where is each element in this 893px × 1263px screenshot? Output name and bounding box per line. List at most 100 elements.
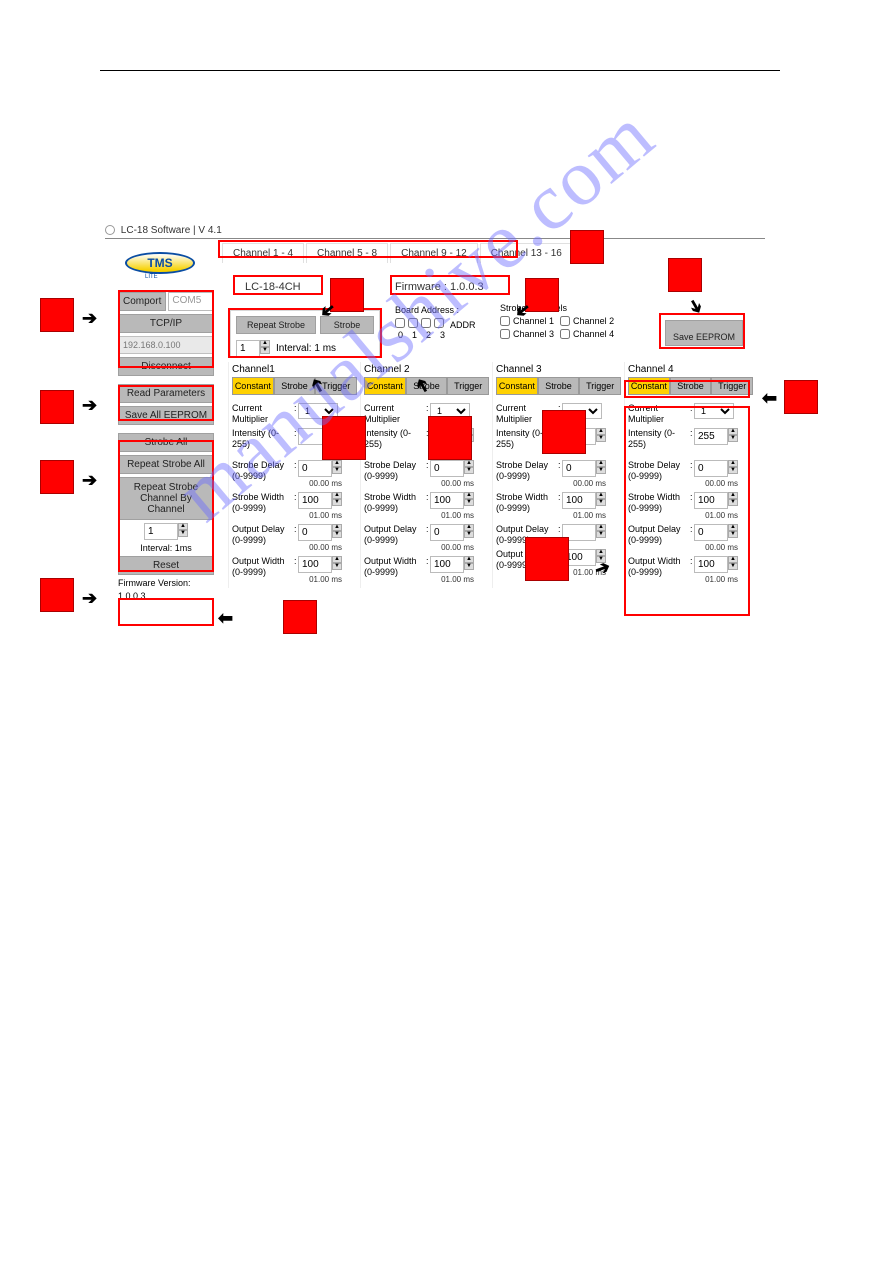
arrow-icon: ➔	[82, 588, 97, 609]
spin-up-icon[interactable]: ▲	[464, 460, 474, 467]
addr-num-2: 2	[426, 330, 431, 340]
app-divider	[105, 238, 765, 239]
output-width-ms: 01.00 ms	[430, 574, 474, 585]
spin-down-icon[interactable]: ▼	[596, 435, 606, 442]
strobe-width-label: Strobe Width(0-9999)	[364, 492, 426, 514]
spin-down-icon[interactable]: ▼	[464, 499, 474, 506]
strobe-ch3-check[interactable]	[500, 329, 510, 339]
spin-up-icon[interactable]: ▲	[332, 460, 342, 467]
spin-down-icon[interactable]: ▼	[332, 499, 342, 506]
logo-sub: LITE	[145, 274, 158, 280]
spin-up-icon[interactable]: ▲	[596, 492, 606, 499]
spin-up-icon[interactable]: ▲	[596, 549, 606, 556]
spin-down-icon[interactable]: ▼	[596, 467, 606, 474]
strobe-delay-input[interactable]	[298, 460, 332, 477]
output-width-label: Output Width(0-9999)	[232, 556, 294, 578]
output-width-spinner[interactable]: ▲▼	[430, 556, 474, 573]
strobe-ch2[interactable]: Channel 2	[560, 316, 614, 326]
spin-up-icon[interactable]: ▲	[332, 556, 342, 563]
arrow-icon: ⬅	[218, 608, 233, 629]
app-icon	[105, 225, 115, 235]
strobe-ch1-check[interactable]	[500, 316, 510, 326]
redbox-conn	[118, 290, 214, 368]
curmul-label: Current Multiplier	[232, 403, 294, 425]
addr-bit-0[interactable]	[395, 318, 405, 328]
strobe-width-input[interactable]	[562, 492, 596, 509]
mode-trigger[interactable]: Trigger	[579, 377, 621, 395]
marker-e	[570, 230, 604, 264]
strobe-width-input[interactable]	[298, 492, 332, 509]
mode-strobe[interactable]: Strobe	[538, 377, 580, 395]
output-delay-label: Output Delay(0-9999)	[364, 524, 426, 546]
mode-constant[interactable]: Constant	[496, 377, 538, 395]
curmul-label: Current Multiplier	[364, 403, 426, 425]
arrow-icon: ➔	[82, 395, 97, 416]
spin-down-icon[interactable]: ▼	[596, 531, 606, 538]
redbox-params	[118, 385, 214, 421]
strobe-delay-input[interactable]	[430, 460, 464, 477]
title-bar: LC-18 Software | V 4.1	[105, 225, 222, 236]
strobe-width-input[interactable]	[430, 492, 464, 509]
spin-up-icon[interactable]: ▲	[596, 428, 606, 435]
strobe-ch2-check[interactable]	[560, 316, 570, 326]
mode-constant[interactable]: Constant	[232, 377, 274, 395]
spin-up-icon[interactable]: ▲	[464, 556, 474, 563]
strobe-delay-ms: 00.00 ms	[298, 478, 342, 489]
output-width-input[interactable]	[298, 556, 332, 573]
spin-down-icon[interactable]: ▼	[332, 467, 342, 474]
spin-down-icon[interactable]: ▼	[464, 531, 474, 538]
addr-bit-1[interactable]	[408, 318, 418, 328]
intensity-label: Intensity (0-255)	[232, 428, 294, 450]
strobe-width-spinner[interactable]: ▲▼	[562, 492, 606, 509]
output-delay-spinner[interactable]: ▲▼	[298, 524, 342, 541]
marker-a	[40, 298, 74, 332]
spin-down-icon[interactable]: ▼	[464, 467, 474, 474]
strobe-delay-spinner[interactable]: ▲▼	[430, 460, 474, 477]
title-text: LC-18 Software | V 4.1	[121, 225, 222, 236]
spin-up-icon[interactable]: ▲	[332, 524, 342, 531]
mode-constant[interactable]: Constant	[364, 377, 406, 395]
spin-down-icon[interactable]: ▼	[464, 563, 474, 570]
output-delay-input[interactable]	[430, 524, 464, 541]
addr-bit-2[interactable]	[421, 318, 431, 328]
strobe-delay-spinner[interactable]: ▲▼	[298, 460, 342, 477]
spin-down-icon[interactable]: ▼	[596, 499, 606, 506]
output-width-spinner[interactable]: ▲▼	[298, 556, 342, 573]
strobe-ch4[interactable]: Channel 4	[560, 329, 614, 339]
strobe-delay-input[interactable]	[562, 460, 596, 477]
addr-num-1: 1	[412, 330, 417, 340]
strobe-width-spinner[interactable]: ▲▼	[430, 492, 474, 509]
channel-title: Channel 4	[628, 362, 753, 377]
strobe-ch3[interactable]: Channel 3	[500, 329, 554, 339]
channel-title: Channel1	[232, 362, 357, 377]
spin-up-icon[interactable]: ▲	[332, 492, 342, 499]
output-delay-label: Output Delay(0-9999)	[232, 524, 294, 546]
redbox-strobe	[118, 440, 214, 572]
strobe-width-spinner[interactable]: ▲▼	[298, 492, 342, 509]
spin-up-icon[interactable]: ▲	[464, 524, 474, 531]
spin-up-icon[interactable]: ▲	[464, 492, 474, 499]
redbox-eeprom	[659, 313, 745, 349]
output-delay-input[interactable]	[298, 524, 332, 541]
marker-d	[40, 578, 74, 612]
channel-column-1: Channel1 Constant Strobe Trigger Current…	[228, 362, 360, 588]
strobe-width-ms: 01.00 ms	[430, 510, 474, 521]
redbox-tabs	[218, 240, 518, 258]
redbox-firmware	[390, 275, 510, 295]
output-width-input[interactable]	[430, 556, 464, 573]
spin-down-icon[interactable]: ▼	[332, 531, 342, 538]
spin-up-icon[interactable]: ▲	[596, 524, 606, 531]
addr-num-0: 0	[398, 330, 403, 340]
addr-bit-3[interactable]	[434, 318, 444, 328]
strobe-width-label: Strobe Width(0-9999)	[496, 492, 558, 514]
mode-trigger[interactable]: Trigger	[447, 377, 489, 395]
redbox-strobepanel	[228, 308, 382, 358]
board-address-title: Board Address :	[395, 305, 495, 315]
strobe-delay-spinner[interactable]: ▲▼	[562, 460, 606, 477]
strobe-ch4-check[interactable]	[560, 329, 570, 339]
spin-up-icon[interactable]: ▲	[596, 460, 606, 467]
marker-k	[322, 416, 366, 460]
strobe-width-ms: 01.00 ms	[562, 510, 606, 521]
output-delay-spinner[interactable]: ▲▼	[430, 524, 474, 541]
spin-down-icon[interactable]: ▼	[332, 563, 342, 570]
